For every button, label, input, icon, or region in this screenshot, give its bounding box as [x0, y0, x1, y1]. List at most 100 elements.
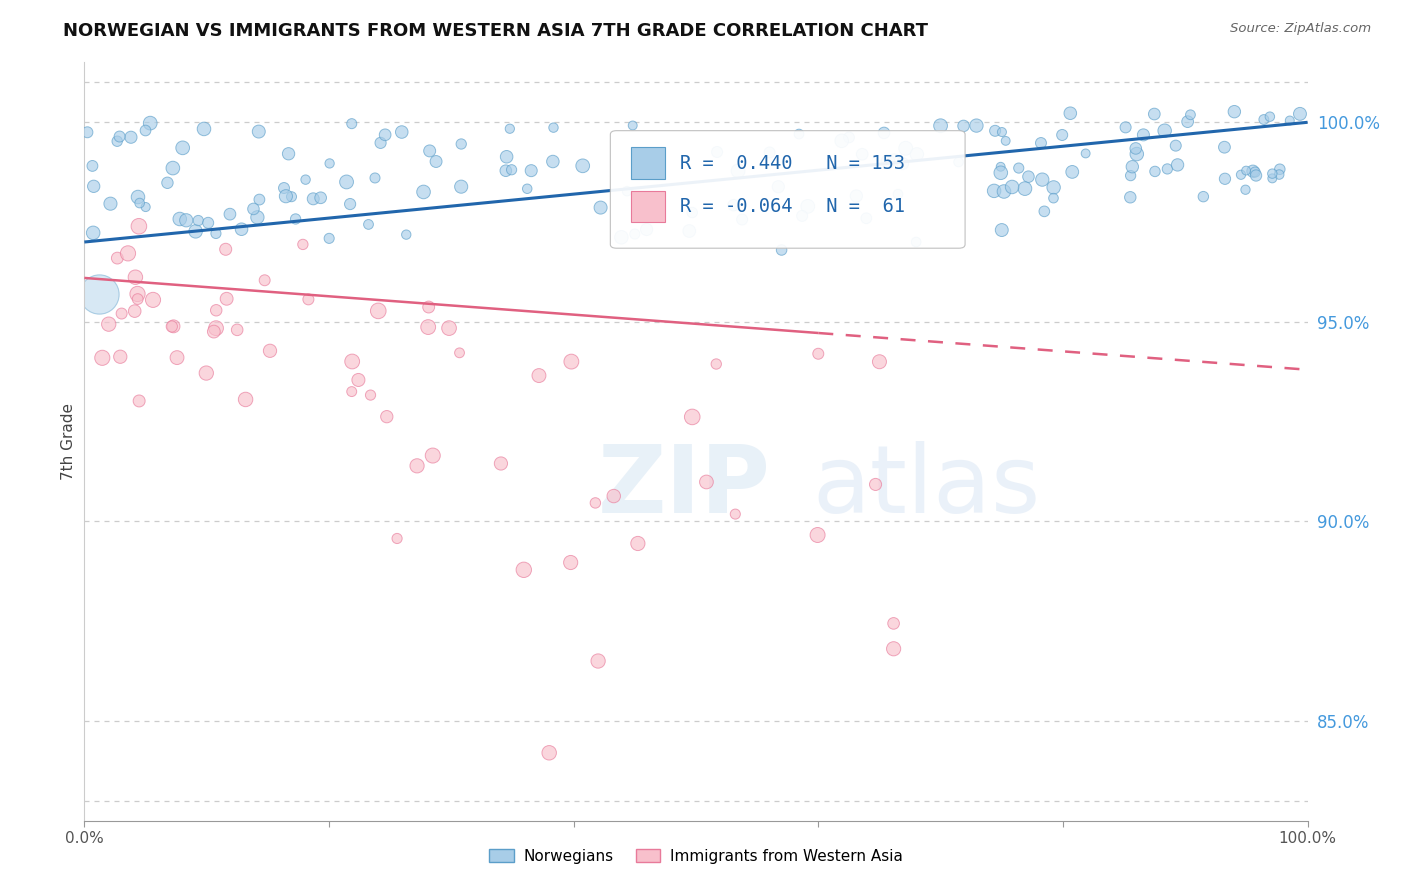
- Point: [1234, 163, 1257, 178]
- Point: [135, 200, 157, 214]
- Point: [520, 163, 543, 178]
- Point: [1253, 112, 1275, 127]
- Point: [990, 166, 1012, 180]
- FancyBboxPatch shape: [631, 147, 665, 179]
- Point: [128, 219, 150, 234]
- Point: [291, 237, 314, 252]
- Point: [583, 496, 606, 510]
- Point: [796, 199, 818, 213]
- Point: [807, 528, 830, 542]
- Point: [1244, 165, 1267, 179]
- FancyBboxPatch shape: [610, 130, 965, 248]
- Point: [727, 164, 749, 178]
- Point: [627, 536, 650, 550]
- Point: [883, 153, 905, 167]
- Point: [215, 242, 238, 256]
- Point: [357, 218, 380, 232]
- Point: [681, 205, 703, 219]
- Point: [242, 202, 264, 216]
- Point: [1132, 128, 1154, 142]
- Point: [787, 127, 810, 141]
- Point: [1017, 169, 1039, 184]
- Point: [1258, 110, 1281, 124]
- Point: [851, 147, 873, 161]
- Point: [1042, 180, 1064, 194]
- Point: [139, 116, 162, 130]
- Point: [984, 124, 1007, 138]
- Point: [1167, 158, 1189, 172]
- Point: [117, 246, 139, 260]
- Point: [1042, 191, 1064, 205]
- Point: [294, 172, 316, 186]
- Point: [1230, 168, 1253, 182]
- Point: [1234, 183, 1257, 197]
- Point: [284, 211, 307, 226]
- Point: [253, 273, 276, 287]
- Point: [128, 196, 150, 211]
- Point: [994, 134, 1017, 148]
- Point: [340, 384, 363, 399]
- Point: [527, 368, 550, 383]
- Point: [302, 192, 325, 206]
- Point: [219, 207, 242, 221]
- Point: [1008, 161, 1031, 175]
- Point: [1192, 189, 1215, 203]
- Point: [335, 175, 357, 189]
- Point: [877, 154, 900, 169]
- Point: [418, 300, 440, 314]
- Point: [560, 354, 582, 368]
- Point: [807, 347, 830, 361]
- Point: [259, 343, 281, 358]
- Point: [681, 409, 703, 424]
- Point: [134, 123, 156, 137]
- Point: [437, 321, 460, 335]
- Point: [706, 145, 728, 159]
- Point: [193, 122, 215, 136]
- Point: [541, 154, 564, 169]
- Point: [1268, 168, 1291, 182]
- Point: [489, 457, 512, 471]
- Point: [891, 156, 914, 170]
- Point: [1278, 113, 1301, 128]
- Point: [450, 136, 472, 151]
- Point: [1213, 171, 1236, 186]
- Text: NORWEGIAN VS IMMIGRANTS FROM WESTERN ASIA 7TH GRADE CORRELATION CHART: NORWEGIAN VS IMMIGRANTS FROM WESTERN ASI…: [63, 22, 928, 40]
- Point: [184, 224, 207, 238]
- Point: [543, 120, 565, 135]
- Point: [770, 243, 793, 257]
- Point: [318, 231, 340, 245]
- Point: [948, 155, 970, 169]
- Point: [385, 532, 408, 546]
- Point: [231, 222, 253, 236]
- Point: [624, 227, 647, 241]
- Point: [162, 161, 184, 175]
- Point: [87, 286, 110, 301]
- Point: [571, 159, 593, 173]
- Point: [616, 184, 638, 198]
- Point: [277, 146, 299, 161]
- Point: [449, 346, 471, 360]
- Point: [1177, 114, 1199, 128]
- Point: [983, 184, 1005, 198]
- Point: [347, 373, 370, 387]
- Point: [1213, 140, 1236, 154]
- Point: [990, 160, 1012, 174]
- Point: [1115, 120, 1137, 135]
- Point: [406, 458, 429, 473]
- Point: [100, 196, 122, 211]
- Text: atlas: atlas: [813, 441, 1040, 533]
- Point: [82, 226, 104, 240]
- Point: [375, 409, 398, 424]
- Point: [174, 213, 197, 227]
- Point: [731, 212, 754, 227]
- Point: [723, 198, 745, 212]
- Point: [395, 227, 418, 242]
- Point: [894, 141, 917, 155]
- Point: [1125, 141, 1147, 155]
- Point: [339, 197, 361, 211]
- Point: [197, 216, 219, 230]
- Point: [1031, 172, 1053, 186]
- Point: [364, 171, 387, 186]
- FancyBboxPatch shape: [631, 191, 665, 222]
- Point: [589, 201, 612, 215]
